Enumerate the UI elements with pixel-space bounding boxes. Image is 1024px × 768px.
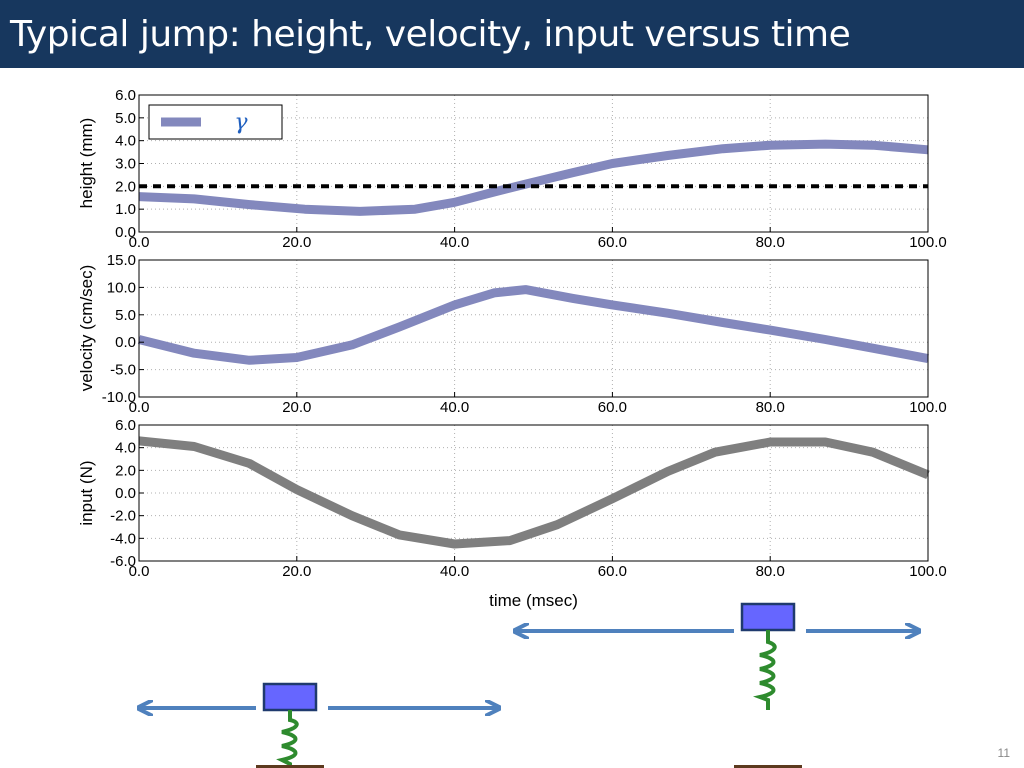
slide-title: Typical jump: height, velocity, input ve… xyxy=(10,13,851,55)
y-tick-label: -10.0 xyxy=(102,389,136,406)
x-tick-label: 60.0 xyxy=(598,399,627,416)
y-tick-label: 15.0 xyxy=(107,252,136,269)
slide-title-bar: Typical jump: height, velocity, input ve… xyxy=(0,0,1024,68)
ground-icon xyxy=(734,765,802,768)
velocity-chart: 0.0 20.0 40.0 60.0 80.0 100.0 -10.0 -5.0 0.0 5.0 1… xyxy=(77,252,947,416)
y-tick-label: 0.0 xyxy=(115,334,136,351)
height-chart: 0.0 20.0 40.0 60.0 80.0 100.0 0.0 1.0 2.0 3.0 4.0 5… xyxy=(77,87,947,251)
spring-icon xyxy=(276,710,299,768)
plot-frame xyxy=(138,259,929,398)
y-tick-label: 4.0 xyxy=(115,440,136,457)
x-tick-label: 100.0 xyxy=(909,399,947,416)
y-tick-label: 5.0 xyxy=(115,110,136,127)
x-tick-label: 100.0 xyxy=(909,563,947,580)
ground-icon xyxy=(256,765,324,768)
y-tick-label: 1.0 xyxy=(115,201,136,218)
y-tick-label: 2.0 xyxy=(115,178,136,195)
series-line xyxy=(138,139,929,216)
y-tick-label: -4.0 xyxy=(110,530,136,547)
y-tick-label: 10.0 xyxy=(107,279,136,296)
y-axis-label: velocity (cm/sec) xyxy=(77,265,96,392)
jumper-right-illustration xyxy=(516,602,918,768)
x-axis-label: time (msec) xyxy=(489,591,578,610)
x-tick-label: 20.0 xyxy=(282,234,311,251)
y-tick-label: 0.0 xyxy=(115,485,136,502)
x-tick-label: 80.0 xyxy=(756,234,785,251)
spring-icon xyxy=(752,630,777,710)
x-tick-label: 80.0 xyxy=(756,399,785,416)
y-axis-label: input (N) xyxy=(77,460,96,525)
x-tick-label: 40.0 xyxy=(440,399,469,416)
x-tick-label: 0.0 xyxy=(129,399,150,416)
x-tick-label: 100.0 xyxy=(909,234,947,251)
mass-block-icon xyxy=(262,682,318,712)
y-tick-label: 5.0 xyxy=(115,307,136,324)
x-tick-label: 60.0 xyxy=(598,234,627,251)
y-tick-label: 6.0 xyxy=(115,87,136,104)
y-tick-label: 6.0 xyxy=(115,417,136,434)
slide-number: 11 xyxy=(997,746,1010,760)
y-tick-label: -2.0 xyxy=(110,508,136,525)
series-line xyxy=(137,285,929,365)
series-line xyxy=(138,436,930,549)
y-tick-label: 2.0 xyxy=(115,462,136,479)
y-axis-label: height (mm) xyxy=(77,118,96,209)
legend-label: γ xyxy=(234,110,248,135)
x-tick-label: 40.0 xyxy=(440,563,469,580)
x-tick-label: 60.0 xyxy=(598,563,627,580)
x-tick-label: 80.0 xyxy=(756,563,785,580)
x-tick-label: 20.0 xyxy=(282,399,311,416)
x-tick-label: 20.0 xyxy=(282,563,311,580)
y-tick-label: -5.0 xyxy=(110,362,136,379)
x-tick-label: 0.0 xyxy=(129,563,150,580)
x-tick-label: 40.0 xyxy=(440,234,469,251)
jumper-left-illustration xyxy=(140,682,498,768)
input-chart: 0.0 20.0 40.0 60.0 80.0 100.0 -6.0 -4.0 -2.0 0.0 2… xyxy=(77,417,947,610)
y-tick-label: 0.0 xyxy=(115,224,136,241)
y-tick-label: 3.0 xyxy=(115,156,136,173)
y-tick-label: 4.0 xyxy=(115,133,136,150)
mass-block-icon xyxy=(740,602,796,632)
y-tick-label: -6.0 xyxy=(110,553,136,570)
x-tick-label: 0.0 xyxy=(129,234,150,251)
